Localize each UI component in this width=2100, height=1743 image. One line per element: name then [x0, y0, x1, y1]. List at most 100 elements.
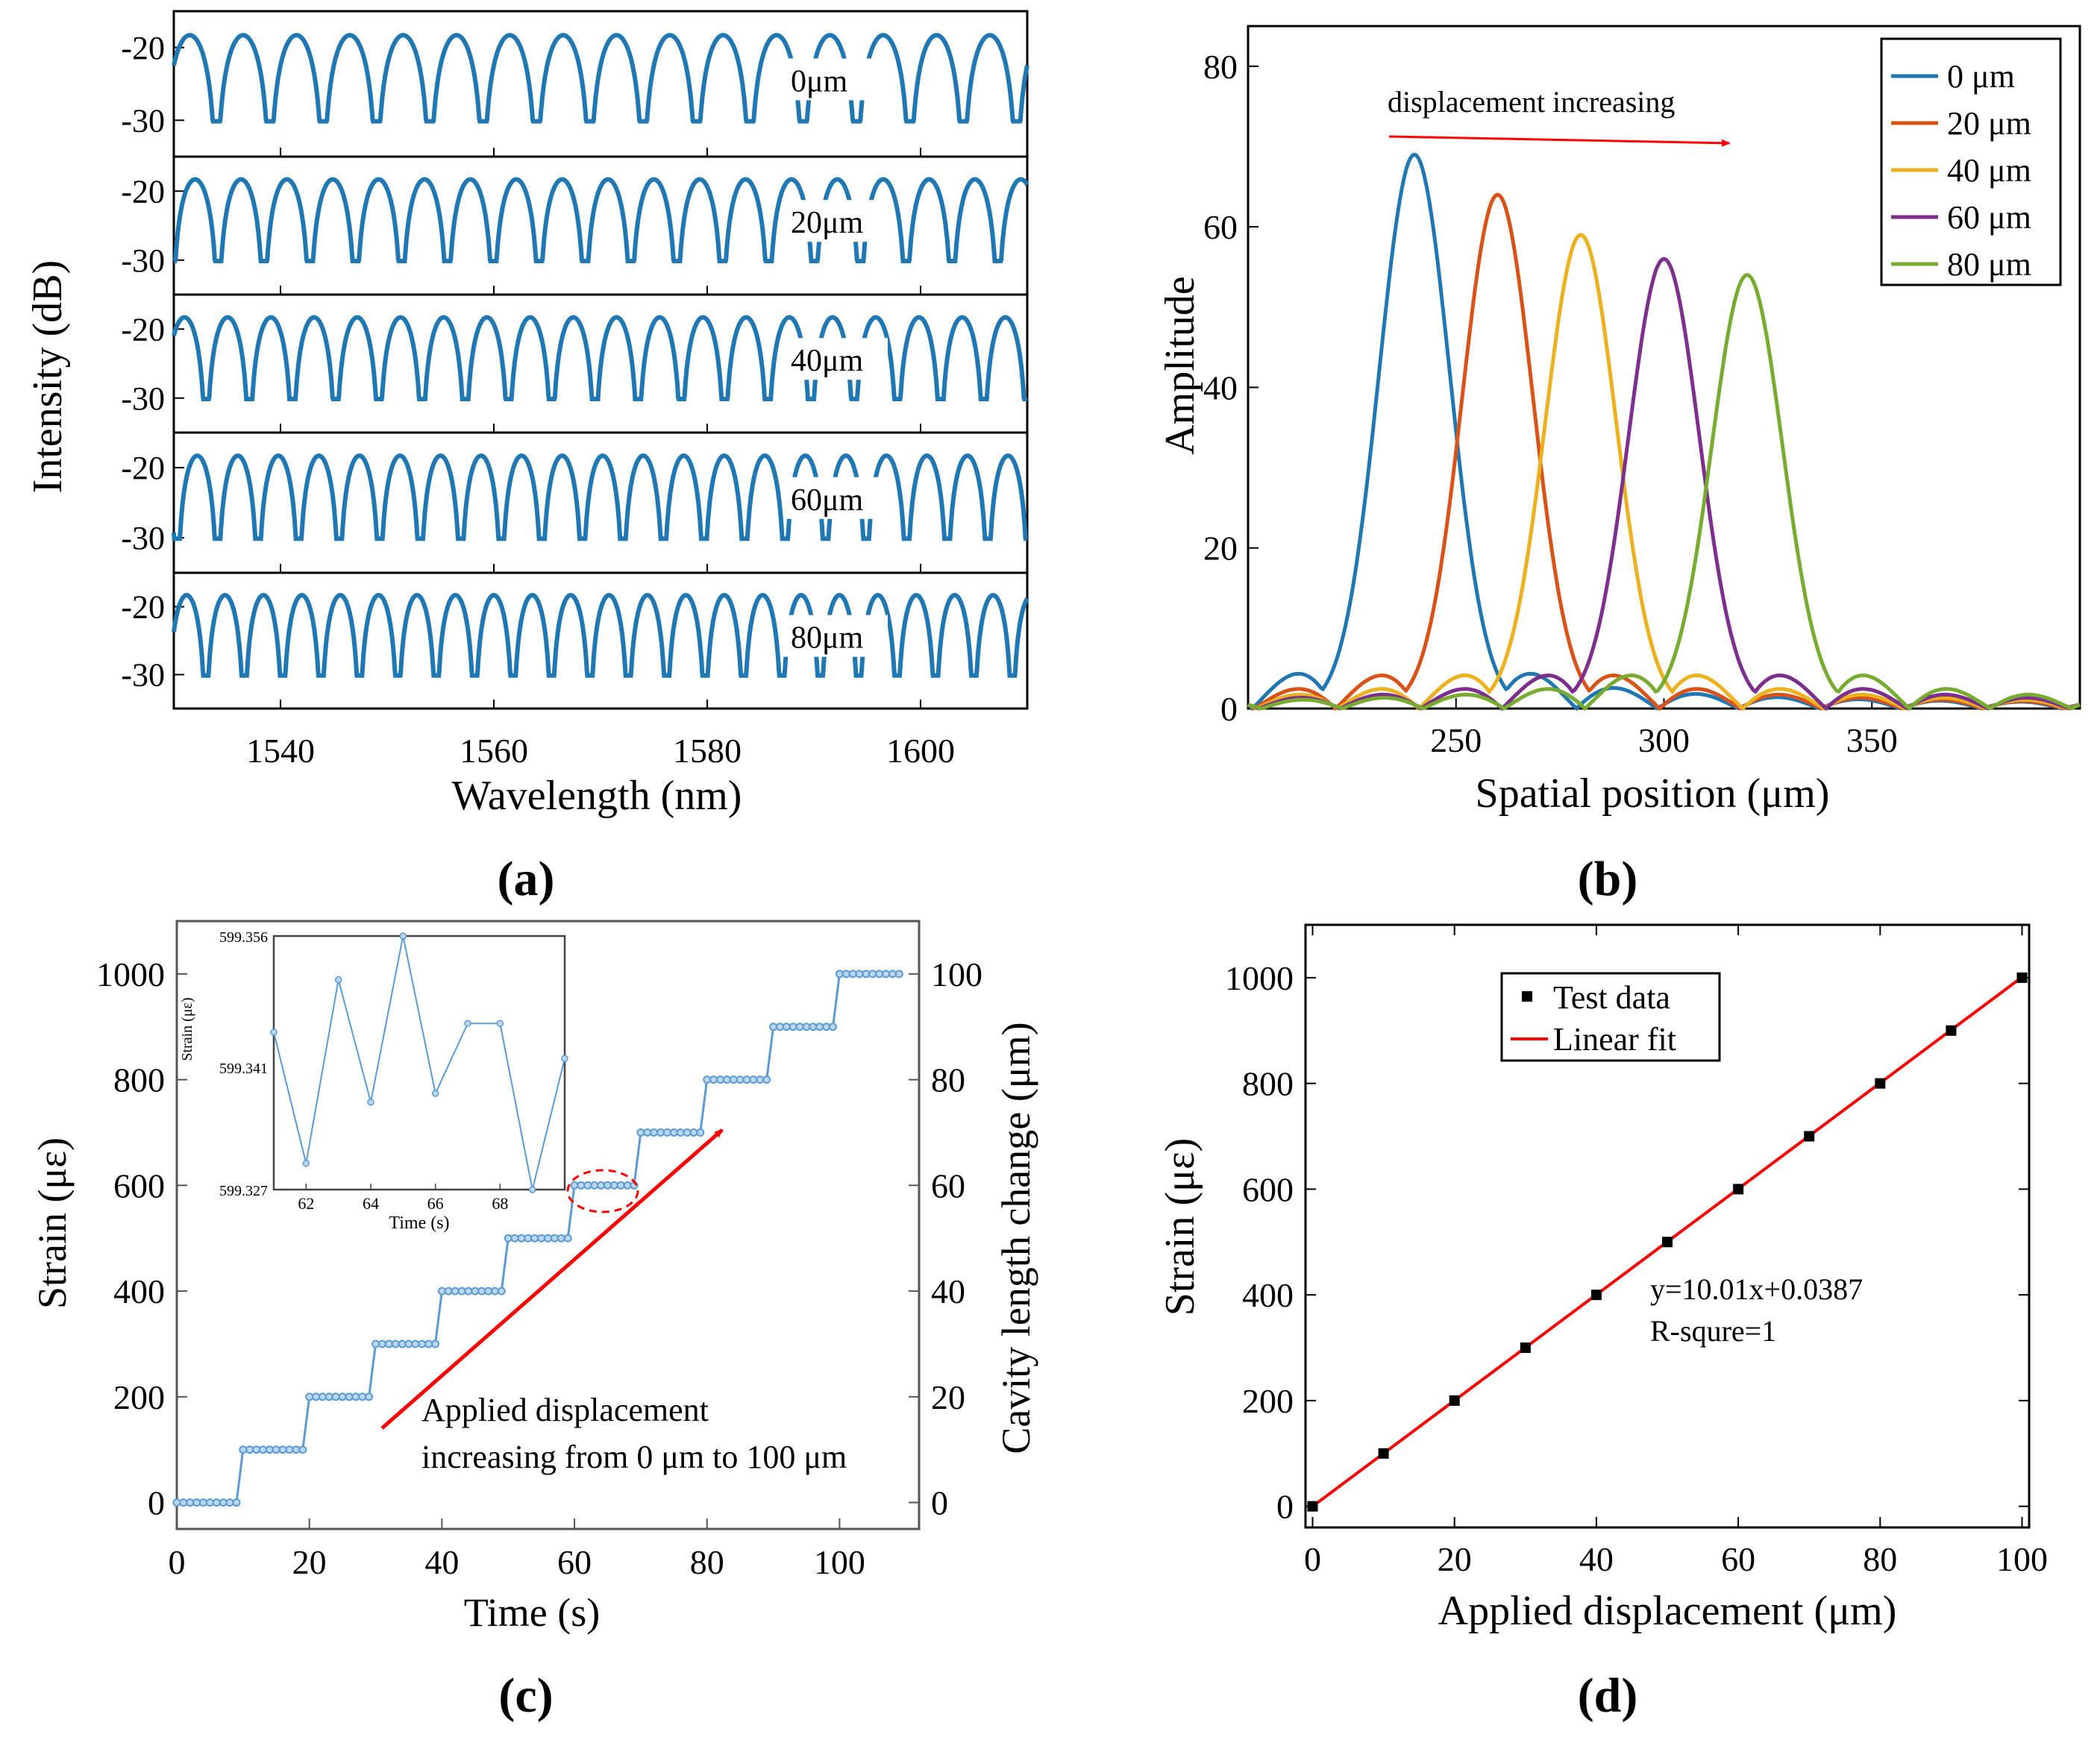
panel-a: -20 -30 0μm -20 -30 20μm -20 -30 40μm -20 -30 60μm -…	[25, 10, 1029, 906]
panel-d-data-point	[1449, 1395, 1460, 1406]
panel-c-data-point	[477, 1287, 486, 1296]
panel-c-inset: 62 64 66 68 599.327 599.341 599.356 Time (s) Str…	[179, 929, 568, 1233]
panel-a-series-label-3: 60μm	[791, 483, 864, 518]
panel-c-data-point	[577, 1181, 586, 1190]
panel-c-data-point	[557, 1234, 565, 1243]
panel-c-inset-point	[496, 1020, 504, 1027]
panel-d-r-squared: R-squre=1	[1650, 1314, 1776, 1348]
panel-b-series-line-1	[1247, 192, 2081, 712]
panel-c-y2tick-label: 60	[931, 1166, 965, 1205]
panel-c-data-point	[868, 970, 877, 979]
panel-c-data-point	[172, 1498, 181, 1507]
panel-c-data-point	[597, 1181, 606, 1190]
panel-c-inset-point	[270, 1028, 278, 1036]
panel-c-data-point	[563, 1234, 572, 1243]
panel-d-ytick-label: 1000	[1225, 959, 1294, 997]
panel-c-data-point	[643, 1128, 652, 1137]
panel-b-ytick-label: 20	[1203, 530, 1238, 568]
panel-a-series-line-2	[172, 315, 1027, 401]
panel-a-x-ticks: 1540 1560 1580 1600	[246, 732, 955, 770]
panel-d-ytick-label: 600	[1242, 1170, 1294, 1208]
panel-c-data-point	[510, 1234, 519, 1243]
panel-a-ytick-label: -30	[121, 520, 165, 556]
panel-d-data-point	[1733, 1184, 1744, 1195]
panel-c-data-point	[875, 970, 884, 979]
panel-c-data-point	[855, 970, 864, 979]
panel-c-data-point	[484, 1287, 492, 1296]
panel-a-plot-area: -20 -30 0μm -20 -30 20μm -20 -30 40μm -20 -30 60μm -…	[121, 10, 1029, 710]
panel-d-data-point	[1378, 1448, 1389, 1459]
panel-c-data-point	[331, 1392, 340, 1401]
panel-c-annotation-line2: increasing from 0 μm to 100 μm	[421, 1439, 847, 1475]
panel-a-series-label-1: 20μm	[791, 206, 864, 240]
panel-c-inset-ytick-label: 599.341	[219, 1061, 268, 1077]
panel-d-equation: y=10.01x+0.0387	[1650, 1272, 1863, 1306]
panel-c-highlight-ellipse	[566, 1169, 639, 1213]
panel-c-data-point	[457, 1287, 466, 1296]
panel-c-inset-xtick-label: 64	[363, 1194, 379, 1213]
panel-c-data-point	[590, 1181, 599, 1190]
panel-c-data-point	[318, 1392, 327, 1401]
panel-a-series-label-2: 40μm	[791, 344, 864, 378]
panel-b-ytick-label: 80	[1203, 48, 1238, 86]
panel-a-series-line-1	[172, 177, 1029, 263]
panel-a-ytick-label: -20	[121, 589, 165, 626]
panel-d-data-point	[2016, 972, 2028, 983]
panel-c-data-point	[829, 1023, 837, 1031]
panel-a-xtick-label: 1580	[673, 732, 742, 770]
panel-c-data-point	[775, 1023, 784, 1031]
panel-c-data-point	[225, 1498, 234, 1507]
panel-c-ytick-label: 800	[113, 1061, 165, 1099]
panel-c-data-point	[604, 1181, 612, 1190]
panel-c-data-point	[517, 1234, 526, 1243]
panel-c-data-point	[894, 970, 903, 979]
panel-c-data-point	[252, 1445, 261, 1454]
panel-c-xtick-label: 20	[292, 1543, 327, 1581]
panel-c-inset-point	[431, 1090, 439, 1097]
panel-d-legend-marker	[1522, 991, 1532, 1002]
panel-a-label: (a)	[498, 852, 555, 906]
panel-c-y2-axis-label: Cavity length change (μm)	[994, 1022, 1038, 1454]
panel-c-data-point	[636, 1128, 645, 1137]
panel-a-series-label-4: 80μm	[791, 621, 864, 656]
panel-d-ytick-label: 800	[1242, 1065, 1294, 1103]
panel-a-xtick-label: 1560	[460, 732, 528, 770]
panel-d-legend-box	[1500, 972, 1721, 1062]
panel-a-ytick-label: -30	[121, 380, 165, 417]
panel-c-data-point	[424, 1340, 433, 1348]
panel-c-data-point	[650, 1128, 659, 1137]
panel-b-y-axis-label: Amplitude	[1157, 276, 1203, 455]
panel-a-series-label-bg	[783, 338, 888, 380]
panel-c-y2tick-label: 20	[931, 1378, 965, 1416]
panel-b-series-line-4	[1247, 273, 2081, 712]
panel-c-data-point	[676, 1128, 685, 1137]
panel-c-data-point	[769, 1023, 778, 1031]
panel-c-data-point	[504, 1234, 513, 1243]
panel-c-label: (c)	[498, 1668, 553, 1723]
panel-c-ytick-label: 400	[113, 1272, 165, 1310]
panel-c-data-point	[822, 1023, 831, 1031]
panel-c-data-point	[742, 1075, 751, 1084]
panel-b-legend: 0 μm 20 μm 40 μm 60 μm 80 μm	[1880, 37, 2062, 286]
panel-b-legend-label-0: 0 μm	[1947, 58, 2015, 95]
panel-c-xtick-label: 40	[424, 1543, 459, 1581]
panel-c-ytick-label: 1000	[96, 955, 165, 993]
panel-c-data-point	[862, 970, 871, 979]
panel-b-series-line-2	[1247, 233, 2081, 712]
panel-c-data-point	[431, 1340, 439, 1348]
panel-c-data-point	[418, 1340, 427, 1348]
panel-a-series-label-bg	[783, 200, 888, 242]
panel-c-data-point	[192, 1498, 201, 1507]
panel-c-inset-point	[334, 976, 342, 984]
panel-c-data-point	[377, 1340, 386, 1348]
panel-d-x-axis-label: Applied displacement (μm)	[1438, 1588, 1897, 1634]
panel-d-xtick-label: 0	[1304, 1540, 1321, 1578]
panel-b-legend-label-3: 60 μm	[1947, 199, 2031, 236]
panel-d-data-point	[1590, 1290, 1602, 1301]
panel-a-ytick-label: -20	[121, 450, 165, 486]
panel-c-y-axis-label: Strain (με)	[30, 1137, 75, 1309]
panel-c-inset-xtick-label: 62	[298, 1194, 314, 1213]
panel-d-legend-label-0: Test data	[1553, 979, 1670, 1016]
panel-c-data-point	[398, 1340, 407, 1348]
panel-d-ytick-label: 0	[1276, 1488, 1294, 1526]
